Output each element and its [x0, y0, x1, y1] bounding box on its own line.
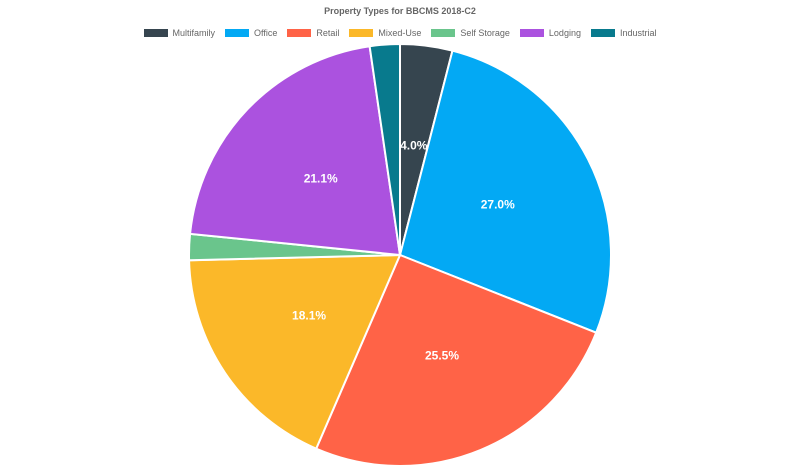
pie-label-lodging: 21.1% — [304, 171, 338, 185]
pie-slice-industrial[interactable] — [368, 42, 401, 256]
legend-swatch-self-storage — [431, 29, 456, 37]
pie-slice-mixed-use[interactable] — [188, 253, 402, 450]
legend-item-industrial[interactable]: Industrial — [590, 28, 657, 38]
pie-slice-retail[interactable] — [314, 253, 598, 467]
pie-label-retail: 25.5% — [425, 349, 459, 363]
legend-item-office[interactable]: Office — [225, 28, 277, 38]
chart-title: Property Types for BBCMS 2018-C2 — [324, 6, 476, 16]
legend-swatch-lodging — [519, 29, 544, 37]
legend-item-retail[interactable]: Retail — [287, 28, 339, 38]
legend-swatch-multifamily — [143, 29, 168, 37]
pie-slices — [188, 42, 612, 467]
legend-swatch-industrial — [590, 29, 615, 37]
pie-label-multifamily: 4.0% — [400, 138, 428, 152]
legend-label-multifamily: Multifamily — [172, 28, 216, 38]
pie-label-mixed-use: 18.1% — [292, 309, 326, 323]
pie-label-office: 27.0% — [481, 197, 515, 211]
pie-slice-office[interactable] — [398, 49, 612, 334]
legend-label-mixed-use: Mixed-Use — [378, 28, 422, 38]
legend-label-office: Office — [254, 28, 278, 38]
legend-swatch-mixed-use — [349, 29, 374, 37]
pie-slice-lodging[interactable] — [188, 45, 402, 257]
legend-item-lodging[interactable]: Lodging — [519, 28, 581, 38]
legend-label-industrial: Industrial — [619, 28, 657, 38]
legend-swatch-retail — [287, 29, 312, 37]
legend-item-self-storage[interactable]: Self Storage — [431, 28, 510, 38]
legend: Multifamily Office Retail Mixed-Use Self… — [0, 28, 800, 38]
legend-label-self-storage: Self Storage — [460, 28, 510, 38]
pie-labels: 4.0% 27.0% 25.5% 18.1% 21.1% — [292, 138, 515, 362]
legend-item-mixed-use[interactable]: Mixed-Use — [349, 28, 421, 38]
legend-swatch-office — [225, 29, 250, 37]
legend-label-lodging: Lodging — [548, 28, 581, 38]
legend-label-retail: Retail — [316, 28, 340, 38]
legend-item-multifamily[interactable]: Multifamily — [143, 28, 216, 38]
